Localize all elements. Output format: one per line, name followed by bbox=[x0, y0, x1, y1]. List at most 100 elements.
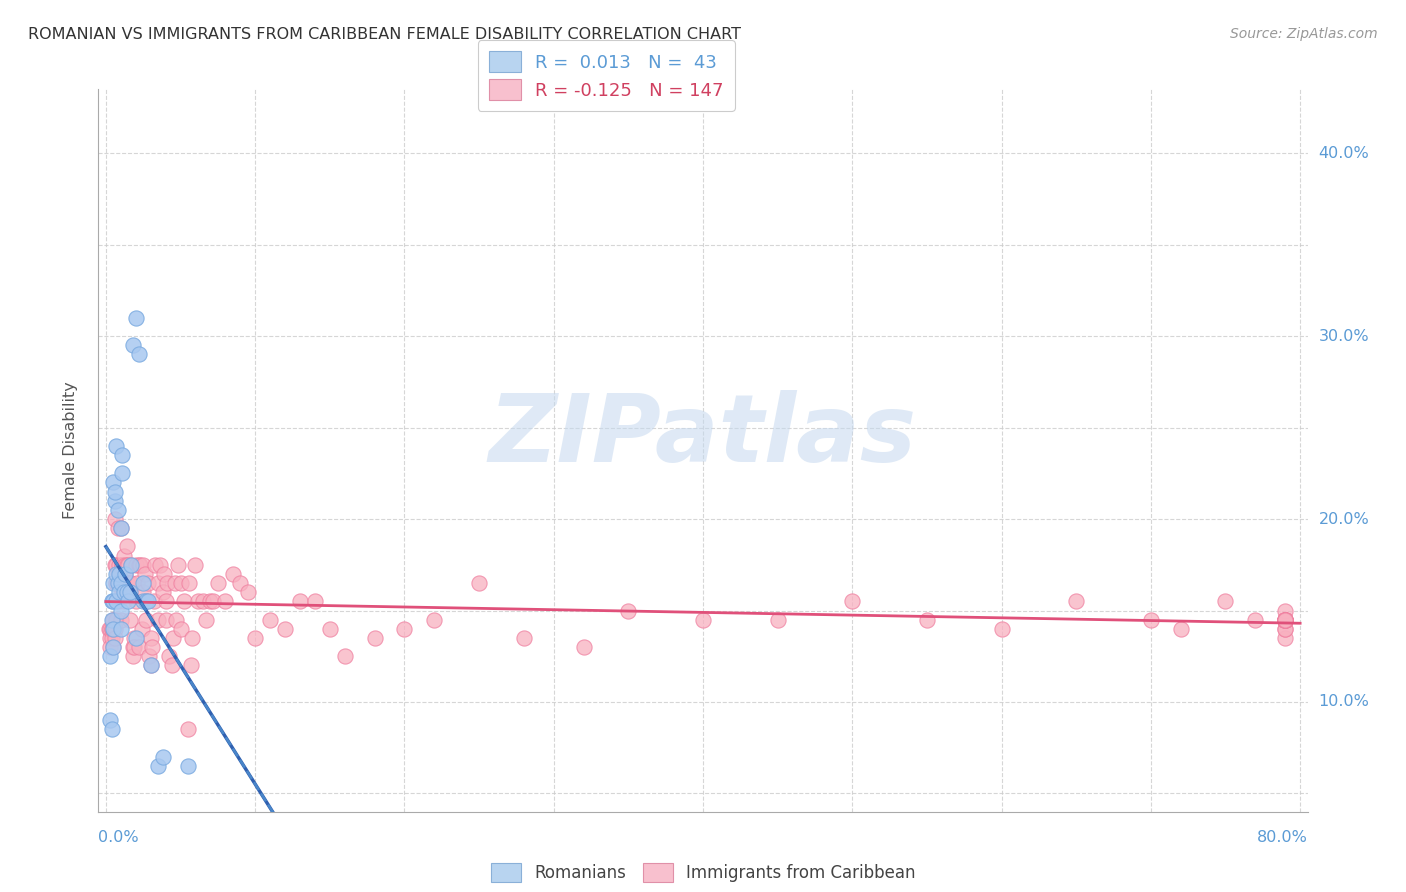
Point bbox=[114, 558, 136, 572]
Point bbox=[101, 622, 124, 636]
Point bbox=[1274, 603, 1296, 617]
Point bbox=[121, 640, 143, 654]
Point bbox=[166, 558, 188, 572]
Point bbox=[468, 576, 491, 591]
Point bbox=[363, 631, 385, 645]
Point bbox=[153, 566, 176, 581]
Point bbox=[1170, 622, 1192, 636]
Point bbox=[1274, 613, 1296, 627]
Point bbox=[243, 631, 266, 645]
Text: Source: ZipAtlas.com: Source: ZipAtlas.com bbox=[1230, 27, 1378, 41]
Point bbox=[111, 558, 134, 572]
Point bbox=[1274, 613, 1296, 627]
Point bbox=[165, 613, 187, 627]
Point bbox=[155, 613, 177, 627]
Point bbox=[107, 576, 129, 591]
Point bbox=[191, 594, 214, 608]
Point bbox=[105, 594, 128, 608]
Point bbox=[143, 558, 166, 572]
Point bbox=[118, 585, 141, 599]
Point bbox=[142, 594, 165, 608]
Point bbox=[179, 576, 201, 591]
Point bbox=[222, 566, 245, 581]
Point bbox=[103, 640, 125, 654]
Point bbox=[135, 613, 157, 627]
Point bbox=[202, 594, 225, 608]
Y-axis label: Female Disability: Female Disability bbox=[63, 382, 77, 519]
Point bbox=[107, 566, 129, 581]
Point bbox=[236, 585, 259, 599]
Point bbox=[139, 658, 162, 673]
Point bbox=[125, 631, 148, 645]
Point bbox=[1274, 613, 1296, 627]
Point bbox=[118, 576, 141, 591]
Point bbox=[120, 558, 142, 572]
Point bbox=[132, 558, 155, 572]
Point bbox=[394, 622, 416, 636]
Point bbox=[111, 467, 134, 481]
Point bbox=[152, 749, 174, 764]
Point bbox=[128, 640, 150, 654]
Point bbox=[121, 338, 143, 352]
Point bbox=[110, 622, 132, 636]
Point bbox=[104, 484, 127, 499]
Point bbox=[184, 558, 207, 572]
Text: 10.0%: 10.0% bbox=[1319, 695, 1369, 709]
Point bbox=[187, 594, 209, 608]
Point bbox=[157, 649, 180, 664]
Point bbox=[110, 613, 132, 627]
Point bbox=[160, 658, 183, 673]
Point bbox=[117, 594, 139, 608]
Point bbox=[163, 576, 186, 591]
Point bbox=[115, 558, 138, 572]
Point bbox=[120, 576, 142, 591]
Point bbox=[108, 558, 131, 572]
Point bbox=[104, 512, 127, 526]
Point bbox=[177, 759, 200, 773]
Point bbox=[129, 558, 152, 572]
Point bbox=[136, 594, 159, 608]
Point bbox=[117, 558, 139, 572]
Point bbox=[162, 631, 184, 645]
Point bbox=[105, 576, 128, 591]
Point bbox=[101, 622, 124, 636]
Point bbox=[111, 585, 134, 599]
Point bbox=[98, 631, 121, 645]
Point bbox=[194, 613, 217, 627]
Legend: Romanians, Immigrants from Caribbean: Romanians, Immigrants from Caribbean bbox=[484, 856, 922, 888]
Point bbox=[111, 448, 134, 462]
Point bbox=[121, 649, 143, 664]
Point bbox=[1274, 631, 1296, 645]
Text: ROMANIAN VS IMMIGRANTS FROM CARIBBEAN FEMALE DISABILITY CORRELATION CHART: ROMANIAN VS IMMIGRANTS FROM CARIBBEAN FE… bbox=[28, 27, 741, 42]
Point bbox=[110, 521, 132, 535]
Point bbox=[1140, 613, 1163, 627]
Point bbox=[110, 576, 132, 591]
Point bbox=[110, 603, 132, 617]
Point bbox=[169, 622, 191, 636]
Point bbox=[1274, 613, 1296, 627]
Point bbox=[103, 576, 125, 591]
Point bbox=[152, 585, 174, 599]
Point bbox=[304, 594, 326, 608]
Point bbox=[1215, 594, 1237, 608]
Point bbox=[135, 594, 157, 608]
Point bbox=[1274, 613, 1296, 627]
Point bbox=[105, 439, 128, 453]
Point bbox=[841, 594, 863, 608]
Point bbox=[200, 594, 222, 608]
Point bbox=[103, 594, 125, 608]
Text: 40.0%: 40.0% bbox=[1319, 145, 1369, 161]
Point bbox=[104, 558, 127, 572]
Text: 30.0%: 30.0% bbox=[1319, 328, 1369, 343]
Point bbox=[103, 622, 125, 636]
Point bbox=[1274, 613, 1296, 627]
Point bbox=[122, 640, 145, 654]
Point bbox=[132, 594, 155, 608]
Point bbox=[134, 566, 156, 581]
Point bbox=[125, 310, 148, 325]
Point bbox=[1274, 613, 1296, 627]
Point bbox=[146, 759, 169, 773]
Point bbox=[105, 566, 128, 581]
Point bbox=[110, 521, 132, 535]
Point bbox=[915, 613, 938, 627]
